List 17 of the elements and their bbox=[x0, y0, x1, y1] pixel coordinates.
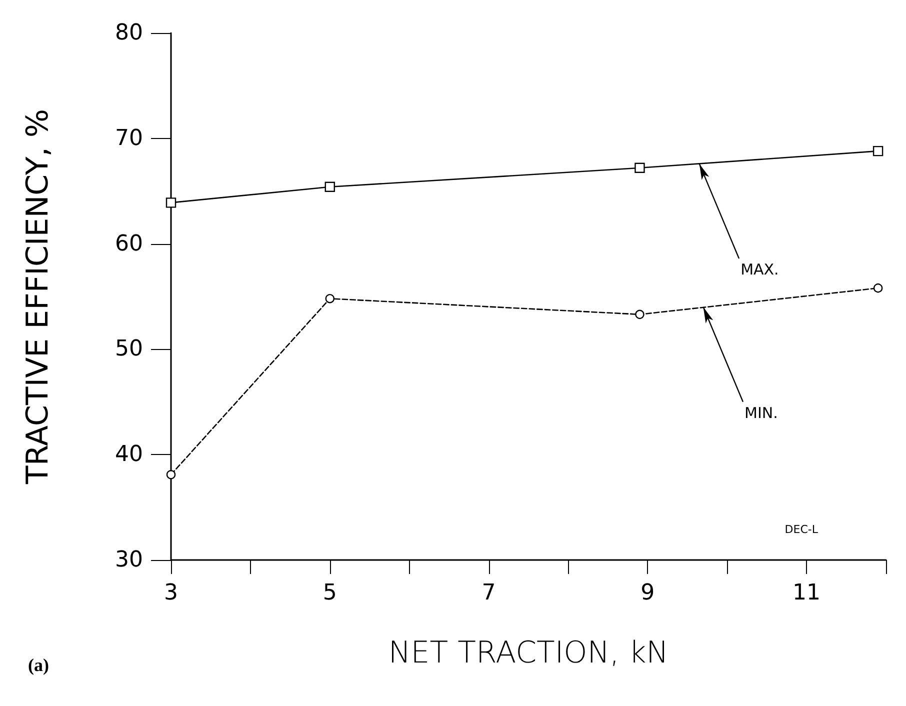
annotation: MAX. bbox=[740, 260, 779, 279]
annotation: DEC-L bbox=[784, 523, 819, 536]
x-tick-label: 9 bbox=[640, 580, 655, 606]
y-tick-label: 60 bbox=[115, 231, 143, 256]
y-tick-label: 30 bbox=[115, 548, 143, 572]
text: (a) bbox=[28, 655, 49, 675]
y-axis-title: TRACTIVE EFFICIENCY, % bbox=[20, 109, 56, 485]
x-tick-label: 7 bbox=[482, 580, 496, 606]
x-tick-label: 5 bbox=[322, 580, 337, 606]
x-tick-label: 3 bbox=[164, 580, 178, 606]
y-tick-label: 70 bbox=[115, 126, 143, 151]
annotation: MIN. bbox=[744, 404, 778, 422]
y-tick-label: 50 bbox=[115, 336, 143, 362]
y-tick-label: 40 bbox=[115, 442, 143, 468]
y-tick-label: 80 bbox=[115, 20, 143, 46]
x-axis-title: NET TRACTION, kN bbox=[388, 636, 669, 670]
x-tick-label: 11 bbox=[792, 580, 821, 606]
